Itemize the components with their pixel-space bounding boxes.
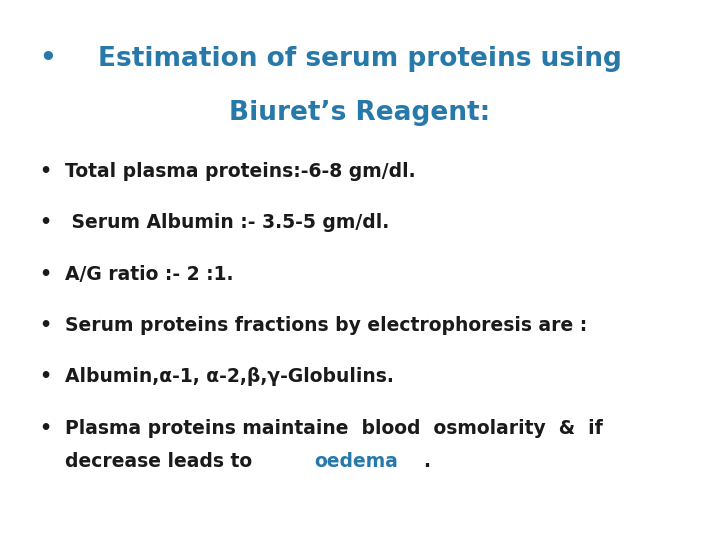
Text: •: • [40, 418, 52, 437]
Text: Estimation of serum proteins using: Estimation of serum proteins using [98, 46, 622, 72]
Text: •: • [40, 213, 52, 232]
Text: oedema: oedema [315, 452, 398, 471]
Text: •: • [40, 46, 56, 72]
Text: A/G ratio :- 2 :1.: A/G ratio :- 2 :1. [65, 265, 233, 284]
Text: Serum proteins fractions by electrophoresis are :: Serum proteins fractions by electrophore… [65, 316, 587, 335]
Text: Plasma proteins maintaine  blood  osmolarity  &  if: Plasma proteins maintaine blood osmolari… [65, 418, 603, 437]
Text: Serum Albumin :- 3.5-5 gm/dl.: Serum Albumin :- 3.5-5 gm/dl. [65, 213, 389, 232]
Text: •: • [40, 316, 52, 335]
Text: Biuret’s Reagent:: Biuret’s Reagent: [230, 100, 490, 126]
Text: •: • [40, 162, 52, 181]
Text: •: • [40, 367, 52, 386]
Text: .: . [423, 452, 430, 471]
Text: •: • [40, 265, 52, 284]
Text: decrease leads to: decrease leads to [65, 452, 258, 471]
Text: Total plasma proteins:-6-8 gm/dl.: Total plasma proteins:-6-8 gm/dl. [65, 162, 415, 181]
Text: Albumin,α-1, α-2,β,γ-Globulins.: Albumin,α-1, α-2,β,γ-Globulins. [65, 367, 394, 386]
